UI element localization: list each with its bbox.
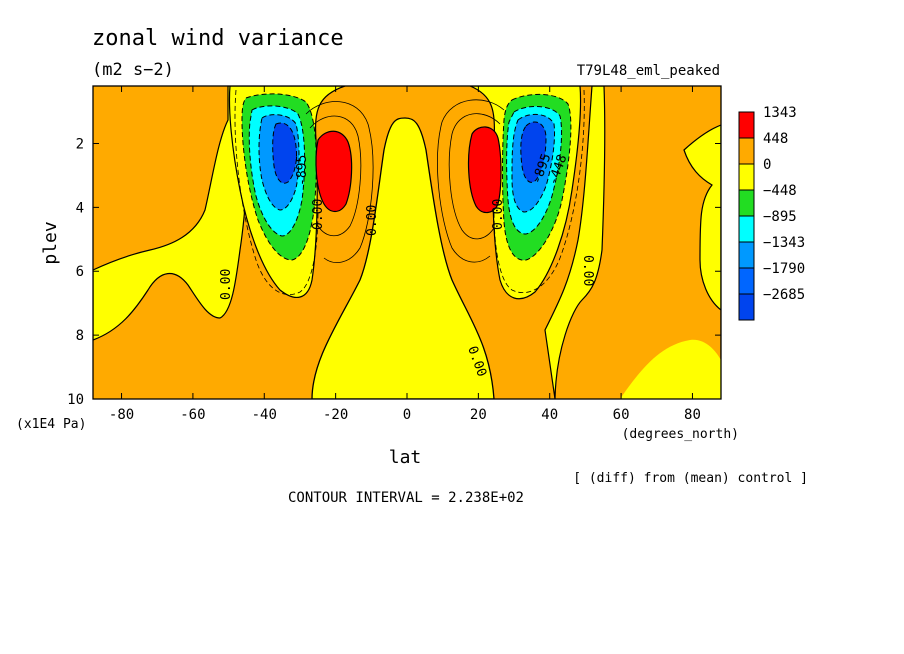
contour-label: 0.00 <box>365 205 380 236</box>
colorbar-label: 448 <box>763 131 788 147</box>
yellow-region-center <box>311 117 495 399</box>
colorbar-label: 0 <box>763 157 771 173</box>
colorbar-swatch <box>738 267 755 295</box>
contour-label: 0.00 <box>580 255 595 286</box>
y-axis-units: (x1E4 Pa) <box>16 417 86 432</box>
red-region-nh <box>467 126 502 214</box>
contour-label: 0.00 <box>219 269 234 300</box>
x-axis: -80 -60 -40 -20 0 20 40 60 80 <box>109 86 701 423</box>
colorbar: 1343 448 0 −448 −895 −1343 −1790 −2685 <box>738 105 805 321</box>
contour-label: 0.00 <box>311 199 326 230</box>
colorbar-swatch <box>738 241 755 269</box>
colorbar-label: −895 <box>763 209 797 225</box>
chart-title: zonal wind variance <box>92 26 344 51</box>
x-tick-label: -80 <box>109 407 134 423</box>
colorbar-swatch <box>738 111 755 139</box>
x-tick-label: -60 <box>180 407 205 423</box>
diff-note: [ (diff) from (mean) control ] <box>573 471 808 486</box>
y-tick-label: 6 <box>76 264 84 280</box>
x-tick-label: -20 <box>323 407 348 423</box>
contour-nh-neg-outer <box>493 89 585 294</box>
colorbar-label: −2685 <box>763 287 805 303</box>
contour-sh-pos-outer <box>305 101 374 263</box>
darkblue-region-sh <box>272 122 297 184</box>
colorbar-swatch <box>738 163 755 191</box>
darkblue-region-nh <box>520 121 547 183</box>
colorbar-swatch <box>738 293 755 321</box>
yellow-region-northeast-low <box>620 339 721 399</box>
contour-nh-pos <box>448 113 501 240</box>
colorbar-swatch <box>738 215 755 243</box>
x-tick-label: 60 <box>613 407 630 423</box>
y-tick-label: 4 <box>76 200 84 216</box>
yellow-region-northeast <box>683 124 721 399</box>
plot-area <box>93 86 721 399</box>
contour-label: -895 <box>295 155 310 186</box>
colorbar-swatch <box>738 137 755 165</box>
x-tick-label: 0 <box>403 407 411 423</box>
y-axis-label: plev <box>40 221 61 264</box>
colorbar-label: −1343 <box>763 235 805 251</box>
chart-units: (m2 s−2) <box>92 60 174 80</box>
y-tick-label: 8 <box>76 328 84 344</box>
contour-label: 0.00 <box>491 199 506 230</box>
contour-sh-neg-outer <box>234 89 319 296</box>
y-tick-label: 10 <box>67 392 84 408</box>
x-axis-label: lat <box>389 447 422 468</box>
x-tick-label: -40 <box>252 407 277 423</box>
yellow-region-north <box>544 86 606 399</box>
contour-nh-pos-outer <box>437 99 505 263</box>
colorbar-swatch <box>738 189 755 217</box>
red-region-sh <box>315 130 353 213</box>
colorbar-label: 1343 <box>763 105 797 121</box>
x-axis-units: (degrees_north) <box>622 427 739 442</box>
contour-sh-pos <box>309 115 362 237</box>
colorbar-label: −448 <box>763 183 797 199</box>
x-tick-label: 80 <box>684 407 701 423</box>
contour-interval: CONTOUR INTERVAL = 2.238E+02 <box>288 490 524 506</box>
experiment-label: T79L48_eml_peaked <box>577 63 720 79</box>
y-tick-label: 2 <box>76 136 84 152</box>
colorbar-label: −1790 <box>763 261 805 277</box>
x-tick-label: 40 <box>541 407 558 423</box>
x-tick-label: 20 <box>470 407 487 423</box>
y-axis: 2 4 6 8 10 <box>67 136 721 408</box>
